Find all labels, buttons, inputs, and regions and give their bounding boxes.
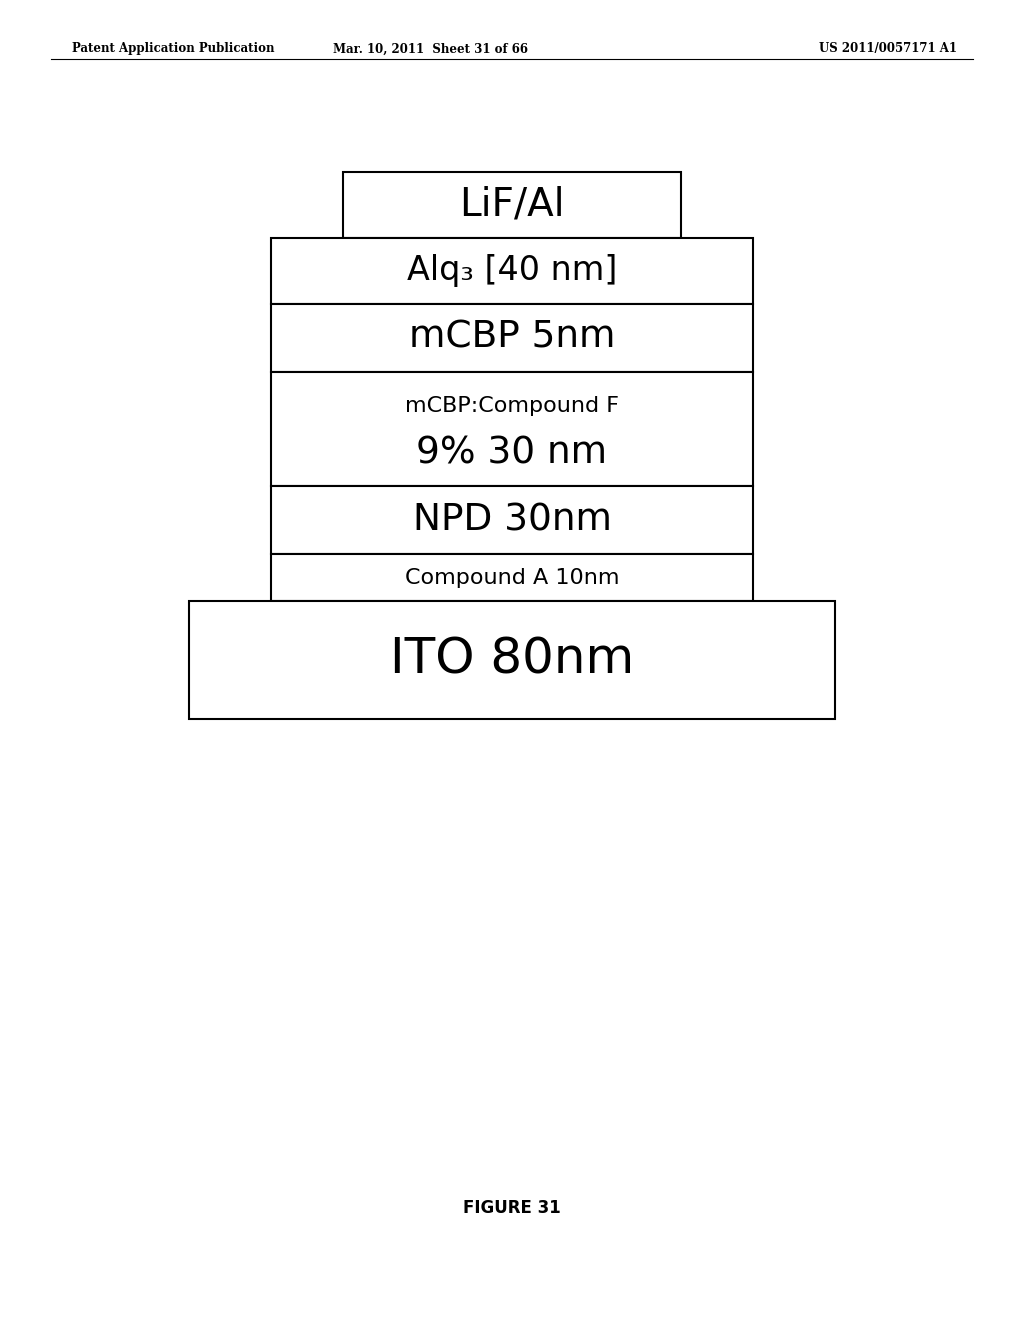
Text: Mar. 10, 2011  Sheet 31 of 66: Mar. 10, 2011 Sheet 31 of 66 xyxy=(333,42,527,55)
Text: LiF/Al: LiF/Al xyxy=(459,186,565,223)
Text: FIGURE 31: FIGURE 31 xyxy=(463,1199,561,1217)
Text: mCBP 5nm: mCBP 5nm xyxy=(409,319,615,356)
Text: NPD 30nm: NPD 30nm xyxy=(413,502,611,539)
Text: Alq₃ [40 nm]: Alq₃ [40 nm] xyxy=(407,255,617,288)
Text: ITO 80nm: ITO 80nm xyxy=(390,636,634,684)
Text: 9% 30 nm: 9% 30 nm xyxy=(417,436,607,473)
Text: US 2011/0057171 A1: US 2011/0057171 A1 xyxy=(819,42,957,55)
Text: Compound A 10nm: Compound A 10nm xyxy=(404,568,620,587)
Text: Patent Application Publication: Patent Application Publication xyxy=(72,42,274,55)
Text: mCBP:Compound F: mCBP:Compound F xyxy=(406,396,618,416)
